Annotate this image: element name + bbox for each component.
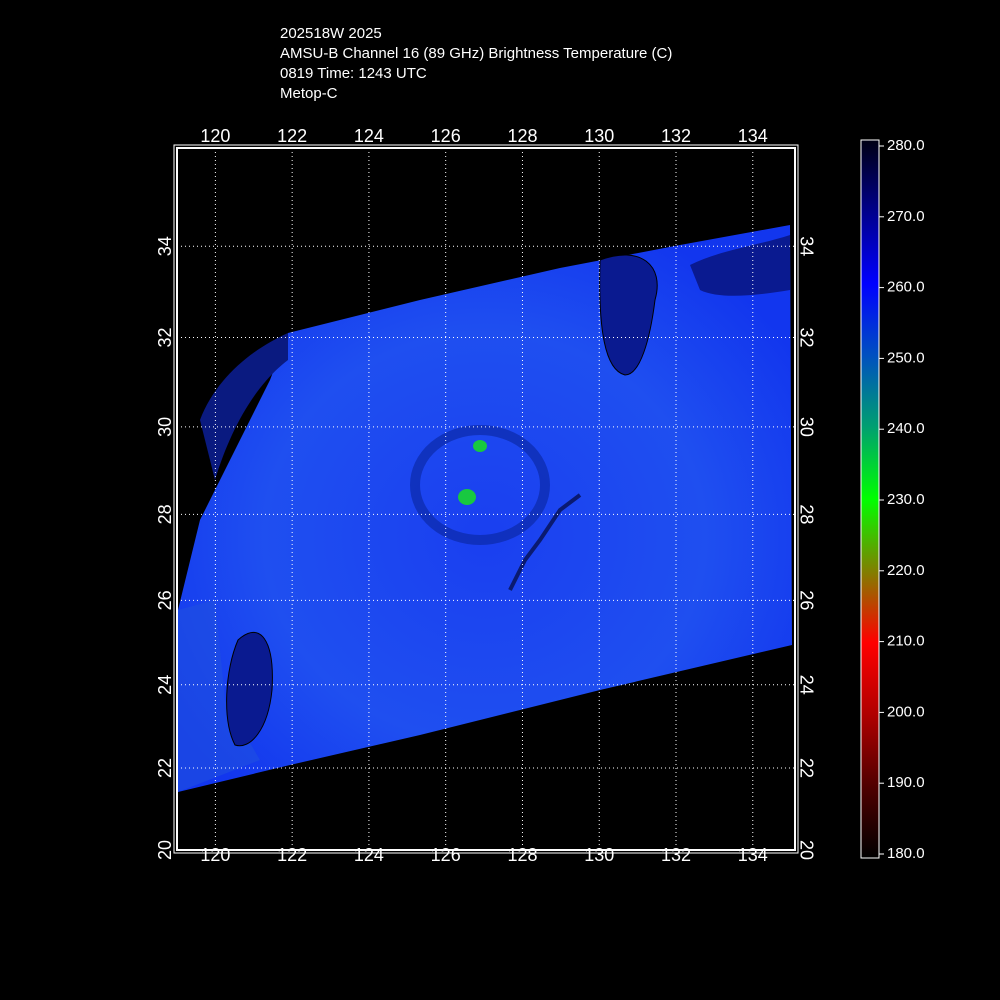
colorbar-label: 210.0: [887, 633, 925, 650]
colorbar-label: 250.0: [887, 349, 925, 366]
lat-tick-label: 30: [155, 417, 175, 437]
lon-tick-label: 124: [354, 845, 384, 865]
land: [599, 254, 658, 376]
lon-tick-label: 132: [661, 845, 691, 865]
lat-tick-label: 34: [796, 236, 816, 256]
lat-tick-label: 32: [155, 327, 175, 347]
lat-tick-label: 26: [155, 590, 175, 610]
colorbar-label: 190.0: [887, 774, 925, 791]
colorbar-label: 220.0: [887, 562, 925, 579]
lat-tick-label: 28: [155, 504, 175, 524]
lat-tick-label: 24: [796, 675, 816, 695]
land: [200, 333, 288, 480]
lat-tick-label: 30: [796, 417, 816, 437]
lat-tick-label: 28: [796, 504, 816, 524]
colorbar: [860, 139, 880, 859]
lon-tick-label: 120: [200, 845, 230, 865]
lat-tick-label: 26: [796, 590, 816, 610]
lat-tick-label: 22: [796, 758, 816, 778]
header-line: Metop-C: [280, 85, 338, 102]
lon-tick-label: 120: [200, 126, 230, 146]
lat-tick-label: 20: [155, 840, 175, 860]
lon-tick-label: 126: [431, 126, 461, 146]
land: [690, 235, 790, 296]
header: 202518W 2025 AMSU-B Channel 16 (89 GHz) B…: [280, 25, 672, 102]
lon-tick-label: 134: [738, 845, 768, 865]
lat-tick-label: 20: [796, 840, 816, 860]
lat-tick-label: 34: [155, 236, 175, 256]
colorbar-label: 230.0: [887, 491, 925, 508]
lon-tick-label: 134: [738, 126, 768, 146]
lon-tick-label: 128: [507, 845, 537, 865]
lon-tick-label: 126: [431, 845, 461, 865]
lat-tick-label: 22: [155, 758, 175, 778]
lon-tick-label: 124: [354, 126, 384, 146]
land: [226, 631, 273, 747]
islands: [508, 493, 582, 591]
map-frame: [176, 147, 796, 851]
swath: [178, 225, 792, 792]
colorbar-label: 200.0: [887, 703, 925, 720]
header-line: 0819 Time: 1243 UTC: [280, 65, 427, 82]
lon-tick-label: 130: [584, 126, 614, 146]
tick-labels: 120 120 122 122 124 124 126 126 128 128 130 130 132 1…: [155, 126, 817, 865]
lon-tick-label: 132: [661, 126, 691, 146]
convection: [458, 489, 476, 505]
colorbar-label: 280.0: [887, 137, 925, 154]
lon-tick-label: 128: [507, 126, 537, 146]
header-line: 202518W 2025: [280, 25, 382, 42]
lat-tick-label: 32: [796, 327, 816, 347]
convection: [473, 440, 487, 452]
map-frame-outer: [173, 144, 799, 854]
colorbar-label: 260.0: [887, 279, 925, 296]
colorbar-ticks: 280.0 270.0 260.0 250.0 240.0 230.0 220.0 210.0…: [879, 137, 925, 862]
lat-tick-label: 24: [155, 675, 175, 695]
colorbar-label: 240.0: [887, 420, 925, 437]
lon-tick-label: 122: [277, 845, 307, 865]
colorbar-label: 180.0: [887, 845, 925, 862]
swath-image: [178, 225, 792, 792]
header-line: AMSU-B Channel 16 (89 GHz) Brightness Te…: [280, 45, 672, 62]
lon-tick-label: 122: [277, 126, 307, 146]
lon-tick-label: 130: [584, 845, 614, 865]
colorbar-label: 270.0: [887, 208, 925, 225]
eyewall: [410, 425, 550, 545]
